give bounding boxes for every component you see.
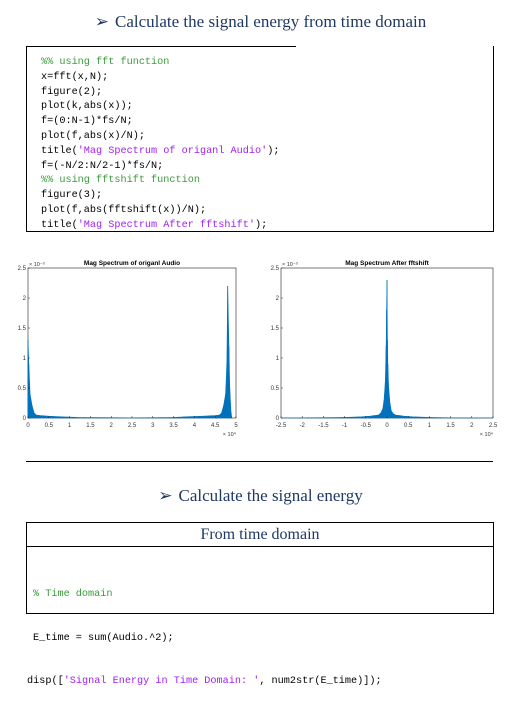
section-heading-signal-energy: ➢ Calculate the signal energy	[0, 486, 521, 506]
y-tick-label: 2	[276, 296, 280, 302]
x-tick-label: 4.5	[211, 423, 220, 429]
code-comment: % Time domain	[33, 589, 113, 600]
x-tick-label: -2.5	[276, 423, 287, 429]
code-comment: %% using fftshift function	[41, 175, 200, 187]
code-line: plot(f,abs(fftshift(x))/N);	[41, 204, 207, 216]
code-lines: %% using fft function x=fft(x,N); figure(2…	[41, 56, 279, 234]
section-heading-text: Calculate the signal energy	[178, 486, 363, 505]
chart-mag-spectrum-fftshift: -2.5 -2 -1.5 -1 -0.5 0 0.5 1 1.5 2 2.5 0 0.5 1 1.5 2 2.5…	[271, 260, 498, 438]
x-exponent-label: × 10⁴	[480, 431, 494, 438]
y-tick-label: 0.5	[271, 386, 280, 392]
code-block-top-border	[26, 46, 296, 47]
x-tick-label: 3	[151, 423, 155, 429]
arrow-bullet-icon: ➢	[94, 12, 109, 31]
section-heading-text: Calculate the signal energy from time do…	[114, 12, 427, 31]
code-token: , num2str(E_time)]);	[259, 676, 382, 687]
x-tick-label: 3.5	[169, 423, 178, 429]
plot-area	[27, 267, 237, 419]
x-tick-label: 1.5	[86, 423, 95, 429]
code-token: );	[254, 219, 268, 231]
y-tick-label: 1.5	[18, 326, 27, 332]
x-tick-label: 5	[234, 423, 238, 429]
code-line: plot(f,abs(x)/N);	[41, 130, 145, 142]
panel-code: % Time domain E_time = sum(Audio.^2); di…	[27, 559, 382, 719]
x-tick-label: 2	[470, 423, 474, 429]
x-tick-label: 1	[68, 423, 72, 429]
code-comment: %% using fft function	[41, 57, 170, 68]
section-separator	[26, 461, 493, 462]
code-token: disp([	[27, 676, 64, 687]
x-tick-label: -2	[300, 423, 306, 429]
x-tick-label: 0	[385, 423, 389, 429]
code-line: figure(3);	[41, 190, 103, 202]
x-tick-label: 0.5	[45, 423, 54, 429]
x-tick-label: -1.5	[318, 423, 329, 429]
x-tick-label: 2	[110, 423, 114, 429]
x-exponent-label: × 10⁴	[223, 431, 237, 438]
code-line: plot(k,abs(x));	[41, 101, 133, 113]
x-tick-label: -0.5	[361, 423, 372, 429]
x-tick-label: 0.5	[404, 423, 413, 429]
y-tick-label: 1	[276, 356, 280, 362]
y-tick-label: 1	[23, 356, 27, 362]
arrow-bullet-icon: ➢	[158, 486, 173, 505]
y-tick-label: 0	[276, 416, 280, 422]
code-block: %% using fft function x=fft(x,N); figure(2…	[26, 46, 494, 232]
code-string: 'Signal Energy in Time Domain: '	[63, 676, 260, 687]
code-line: f=(0:N-1)*fs/N;	[41, 116, 133, 128]
code-line: x=fft(x,N);	[41, 71, 109, 83]
code-string: 'Mag Spectrum of origanl Audio'	[77, 145, 268, 157]
x-tick-label: -1	[342, 423, 348, 429]
panel-title: From time domain	[27, 523, 493, 547]
y-tick-label: 2.5	[271, 266, 280, 272]
y-exponent-label: × 10⁻³	[282, 262, 298, 268]
code-string: 'Mag Spectrum After fftshift'	[77, 219, 255, 231]
code-token: );	[267, 145, 280, 157]
x-tick-label: 2.5	[489, 423, 498, 429]
code-line: E_time = sum(Audio.^2);	[33, 632, 174, 644]
y-tick-label: 0.5	[18, 386, 27, 392]
code-line: f=(-N/2:N/2-1)*fs/N;	[41, 160, 164, 172]
y-exponent-label: × 10⁻³	[29, 262, 45, 268]
code-line: figure(2);	[41, 86, 103, 98]
x-tick-label: 1	[428, 423, 432, 429]
x-tick-label: 0	[26, 423, 30, 429]
code-line: disp(['Signal Energy in Time Domain: ', …	[27, 675, 382, 690]
code-line: title('Mag Spectrum of origanl Audio');	[41, 145, 279, 160]
time-domain-panel: From time domain % Time domain E_time = …	[26, 522, 494, 687]
chart-title: Mag Spectrum of origanl Audio	[84, 260, 180, 267]
y-tick-label: 2.5	[18, 266, 27, 272]
y-tick-label: 0	[23, 416, 27, 422]
y-tick-label: 1.5	[271, 326, 280, 332]
section-heading-time-domain: ➢ Calculate the signal energy from time d…	[0, 12, 521, 32]
chart-mag-spectrum-original: 0 0.5 1 1.5 2 2.5 3 3.5 4 4.5 500.511.522.5× 10⁻³×…	[18, 260, 239, 438]
y-tick-label: 2	[23, 296, 27, 302]
code-line: title('Mag Spectrum After fftshift');	[41, 219, 279, 234]
code-token: title(	[41, 219, 78, 231]
x-tick-label: 4	[193, 423, 197, 429]
x-tick-label: 2.5	[128, 423, 137, 429]
x-tick-label: 1.5	[446, 423, 455, 429]
code-token: title(	[41, 145, 78, 157]
chart-title: Mag Spectrum After fftshift	[345, 260, 429, 267]
